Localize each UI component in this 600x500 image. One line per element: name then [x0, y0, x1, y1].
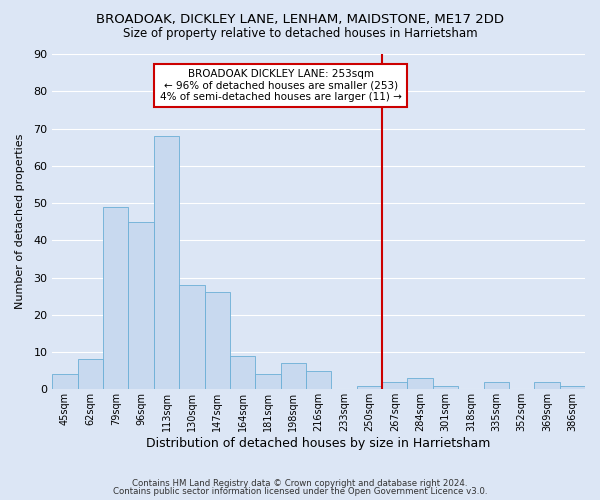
Bar: [534, 382, 560, 390]
Bar: [407, 378, 433, 390]
X-axis label: Distribution of detached houses by size in Harrietsham: Distribution of detached houses by size …: [146, 437, 491, 450]
Text: BROADOAK, DICKLEY LANE, LENHAM, MAIDSTONE, ME17 2DD: BROADOAK, DICKLEY LANE, LENHAM, MAIDSTON…: [96, 12, 504, 26]
Bar: [154, 136, 179, 390]
Text: BROADOAK DICKLEY LANE: 253sqm
← 96% of detached houses are smaller (253)
4% of s: BROADOAK DICKLEY LANE: 253sqm ← 96% of d…: [160, 69, 401, 102]
Bar: [52, 374, 77, 390]
Text: Size of property relative to detached houses in Harrietsham: Size of property relative to detached ho…: [122, 28, 478, 40]
Bar: [560, 386, 585, 390]
Bar: [382, 382, 407, 390]
Bar: [281, 363, 306, 390]
Bar: [205, 292, 230, 390]
Bar: [484, 382, 509, 390]
Bar: [306, 370, 331, 390]
Bar: [255, 374, 281, 390]
Bar: [128, 222, 154, 390]
Bar: [230, 356, 255, 390]
Y-axis label: Number of detached properties: Number of detached properties: [15, 134, 25, 310]
Bar: [357, 386, 382, 390]
Text: Contains HM Land Registry data © Crown copyright and database right 2024.: Contains HM Land Registry data © Crown c…: [132, 478, 468, 488]
Text: Contains public sector information licensed under the Open Government Licence v3: Contains public sector information licen…: [113, 488, 487, 496]
Bar: [77, 360, 103, 390]
Bar: [103, 206, 128, 390]
Bar: [179, 285, 205, 390]
Bar: [433, 386, 458, 390]
